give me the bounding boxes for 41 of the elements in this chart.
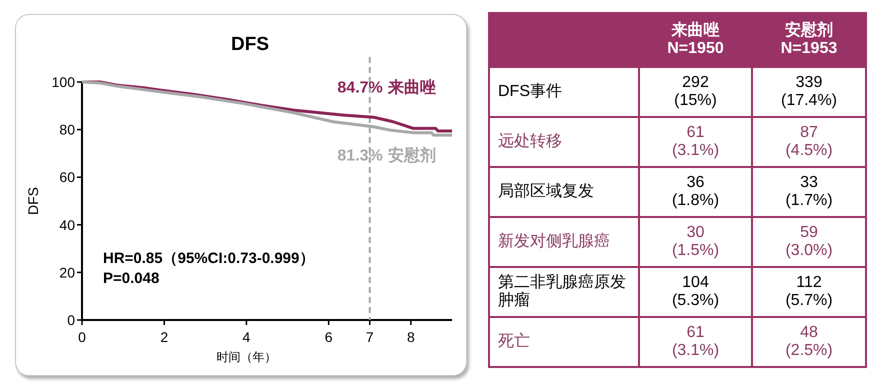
text: 30 (1.5%) <box>672 224 720 259</box>
x-tick-label: 6 <box>324 329 333 345</box>
x-tick-label: 0 <box>78 329 86 345</box>
chart-title: DFS <box>231 34 269 55</box>
category-label: 局部区域复发 <box>498 183 594 200</box>
category-label: 第二非乳腺癌原发肿瘤 <box>498 274 626 309</box>
category-label: 安慰剂 N=1953 <box>752 13 866 67</box>
y-tick-label: 80 <box>59 122 76 138</box>
y-tick-label: 60 <box>59 169 76 186</box>
series-label: 来曲唑 <box>386 78 436 96</box>
text: 59 (3.0%) <box>785 224 833 259</box>
text: 33 (1.7%) <box>785 174 833 209</box>
annotation: 84.7% <box>337 79 383 96</box>
text: 112 (5.7%) <box>785 274 833 309</box>
y-axis-title: DFS <box>25 187 41 215</box>
category-label: 来曲唑 N=1950 <box>639 13 752 67</box>
text: 48 (2.5%) <box>785 324 833 359</box>
y-tick-label: 100 <box>52 74 76 90</box>
category-label: 远处转移 <box>498 133 562 150</box>
category-label: 新发对侧乳腺癌 <box>498 233 610 250</box>
category-label: 死亡 <box>498 333 530 350</box>
x-axis-title: 时间（年） <box>216 350 276 364</box>
annotation: 81.3% <box>337 148 383 165</box>
text: 61 (3.1%) <box>672 324 720 359</box>
y-tick-label: 0 <box>67 312 76 328</box>
annotation: HR=0.85（95%CI:0.73-0.999） <box>103 250 314 267</box>
category-label: DFS事件 <box>498 83 562 100</box>
series-label: 安慰剂 <box>388 146 436 165</box>
y-tick-label: 40 <box>59 216 76 233</box>
y-tick-label: 20 <box>59 264 76 280</box>
text: 61 (3.1%) <box>672 124 720 159</box>
text: 104 (5.3%) <box>672 274 720 309</box>
x-tick-label: 4 <box>242 329 251 345</box>
text: 292 (15%) <box>674 74 717 109</box>
x-tick-label: 2 <box>160 329 168 345</box>
x-tick-label: 7 <box>366 329 374 345</box>
x-tick-label: 8 <box>406 329 415 345</box>
annotation: P=0.048 <box>103 270 160 287</box>
text: 339 (17.4%) <box>780 74 838 109</box>
text: 87 (4.5%) <box>785 124 833 159</box>
text: 36 (1.8%) <box>672 174 720 209</box>
